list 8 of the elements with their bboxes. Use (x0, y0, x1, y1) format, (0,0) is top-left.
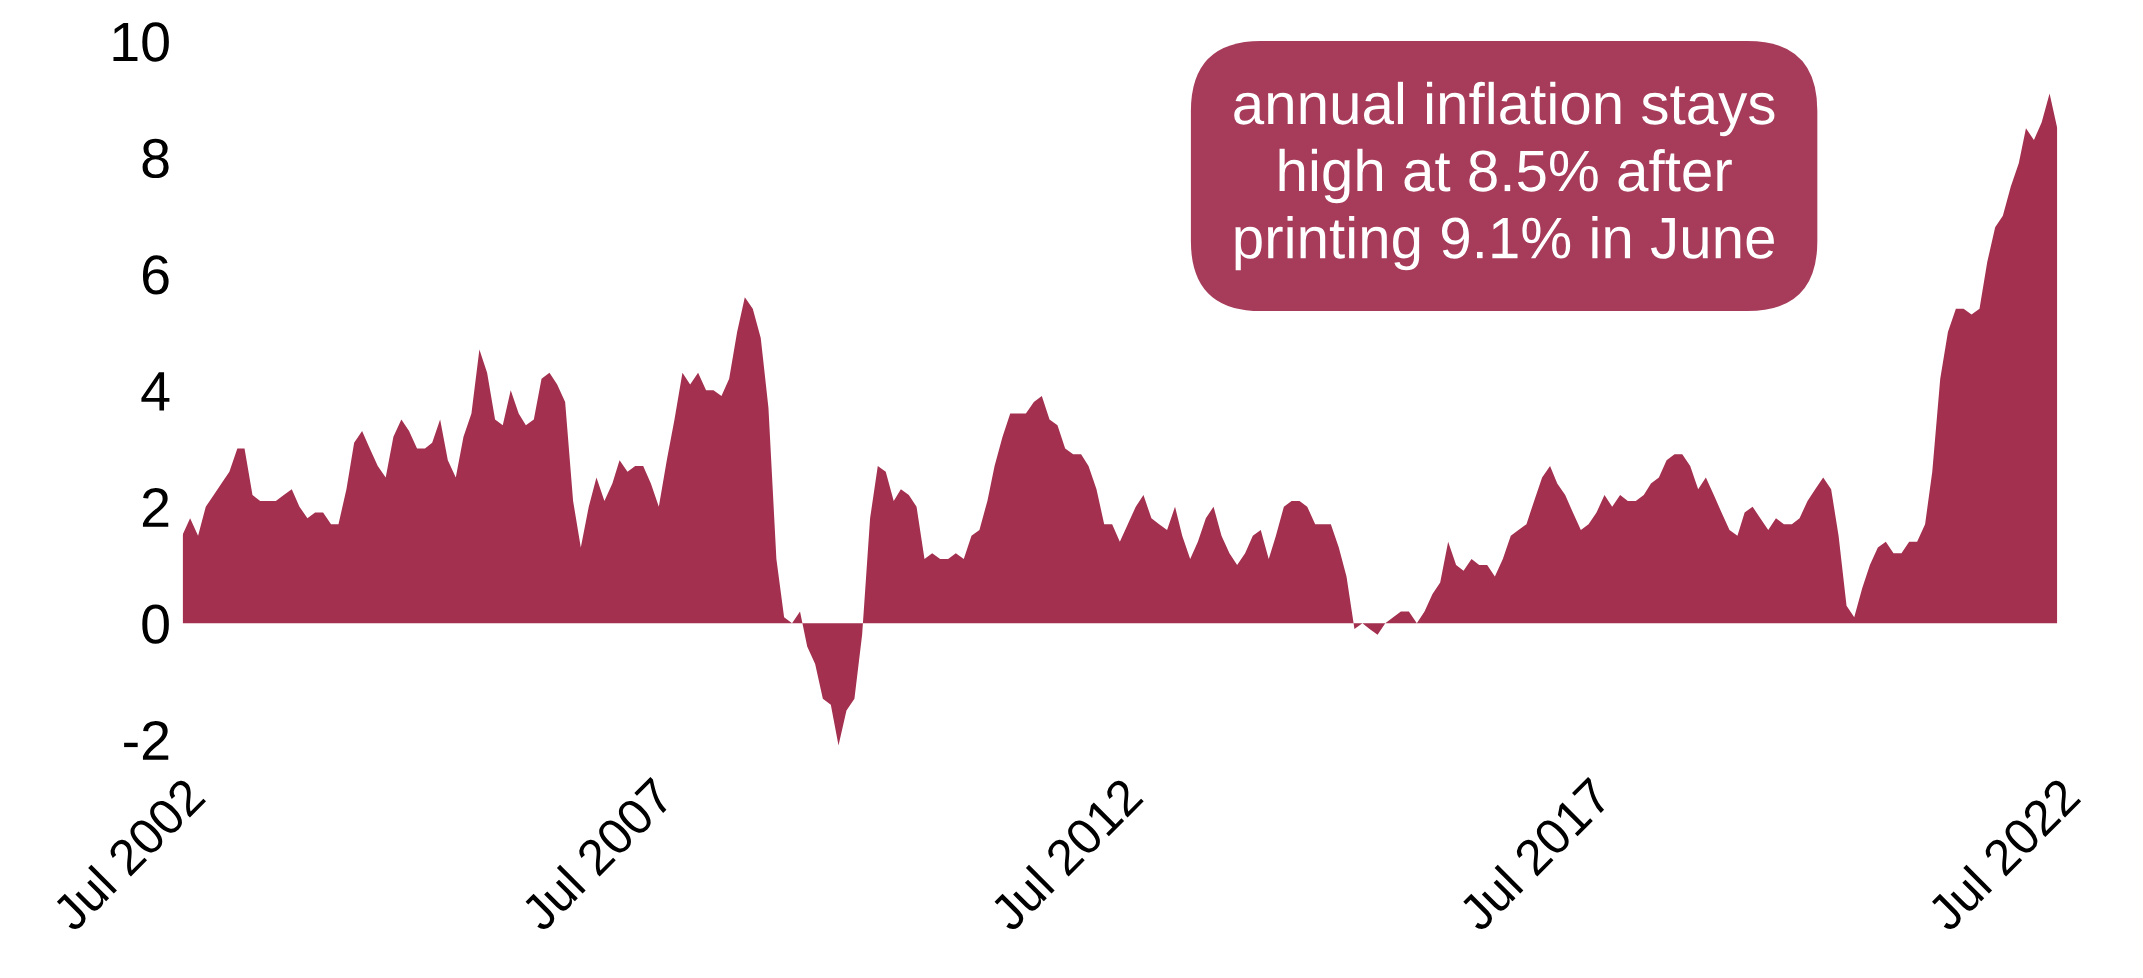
y-tick-label: 6 (142, 255, 169, 295)
y-tick-label: 2 (142, 488, 169, 527)
y-tick-label: 4 (141, 372, 170, 411)
y-tick-label: -2 (124, 720, 169, 760)
y-tick-label: 10 (113, 22, 169, 62)
annotation: annual inflation stays high at 8.5% after printing 9.1% in June (1234, 81, 1775, 271)
y-tick-label: 8 (142, 138, 169, 179)
y-tick-label: 0 (142, 604, 169, 644)
